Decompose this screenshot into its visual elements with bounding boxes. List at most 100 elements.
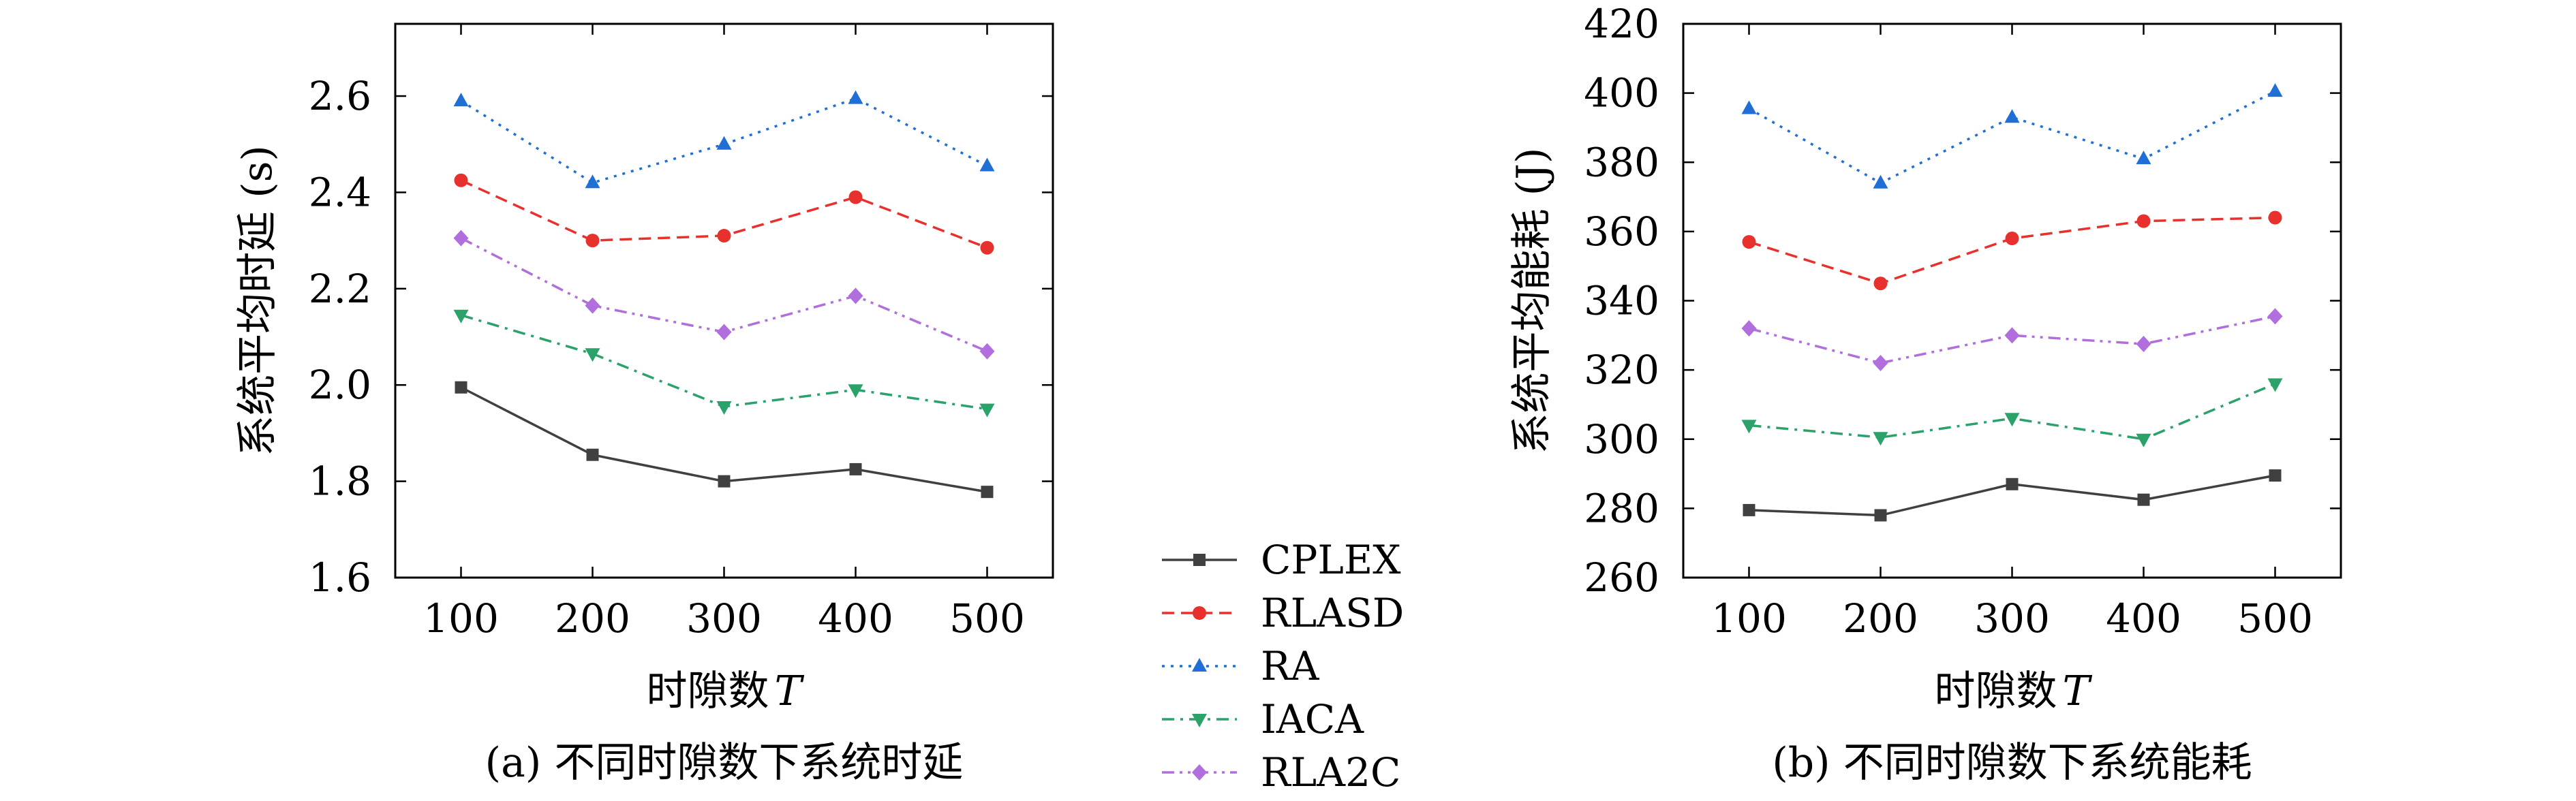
- y-tick-label: 260: [1584, 554, 1659, 601]
- data-point-ra: [2136, 151, 2151, 165]
- series-cplex: [455, 381, 994, 499]
- data-point-rlasd: [585, 234, 600, 248]
- data-point-cplex: [1874, 509, 1887, 522]
- series-iaca: [1741, 378, 2283, 447]
- x-tick-label: 500: [949, 595, 1025, 642]
- data-point-rla2c: [2136, 336, 2151, 353]
- panel-a-delay-chart: 1.6 1.8 2.0 2.2 2.4 2.6 100 200 300 400 500 时隙数 T 系统平…: [234, 22, 1054, 787]
- data-point-rla2c: [585, 297, 600, 314]
- data-point-rlasd: [848, 190, 863, 204]
- x-tick-label: 300: [1974, 595, 2050, 642]
- x-tick-label: 200: [1843, 595, 1918, 642]
- data-point-rla2c: [848, 287, 863, 304]
- y-tick-label: 2.4: [309, 169, 371, 215]
- series-cplex: [1743, 469, 2282, 522]
- legend-marker: [1192, 658, 1207, 672]
- data-point-cplex: [2269, 469, 2282, 482]
- x-tick-label: 100: [423, 595, 499, 642]
- data-point-rlasd: [980, 240, 994, 255]
- legend-label: IACA: [1261, 696, 1364, 742]
- data-point-cplex: [849, 462, 862, 475]
- data-point-iaca: [453, 309, 469, 324]
- data-point-rlasd: [1742, 235, 1756, 249]
- data-point-rlasd: [2136, 214, 2151, 228]
- y-tick-label: 280: [1584, 485, 1659, 531]
- data-point-ra: [2004, 109, 2020, 123]
- series-line-ra: [460, 97, 988, 185]
- data-point-cplex: [1743, 503, 1755, 516]
- y-axis-title: 系统平均时延 (s): [234, 145, 281, 456]
- plot-frame: [394, 22, 1054, 579]
- data-point-iaca: [2136, 433, 2151, 447]
- x-tick-label: 300: [686, 595, 762, 642]
- data-point-ra: [585, 174, 600, 189]
- data-point-rla2c: [716, 324, 732, 341]
- data-point-rla2c: [2004, 327, 2020, 344]
- legend-marker: [1192, 714, 1207, 727]
- series-rla2c: [453, 230, 995, 360]
- y-axis-title: 系统平均能耗 (J): [1508, 148, 1556, 454]
- x-axis-title: 时隙数 T: [1934, 668, 2092, 715]
- y-tick-label: 380: [1584, 139, 1659, 185]
- data-point-rla2c: [453, 230, 469, 247]
- series-line-rla2c: [1749, 315, 2275, 364]
- plot-frame: [1682, 22, 2342, 579]
- series-ra: [1741, 83, 2283, 189]
- legend-marker: [1193, 606, 1206, 620]
- data-point-cplex: [586, 448, 599, 461]
- data-point-cplex: [2137, 493, 2150, 506]
- y-tick-label: 2.0: [309, 362, 371, 408]
- data-point-cplex: [2006, 477, 2019, 490]
- data-point-ra: [2267, 83, 2283, 97]
- legend-item-iaca: IACA: [1162, 696, 1364, 742]
- data-point-iaca: [2267, 378, 2283, 392]
- x-tick-label: 400: [2106, 595, 2181, 642]
- panel-caption: (b) 不同时隙数下系统能耗: [1772, 739, 2252, 787]
- y-tick-label: 420: [1584, 1, 1659, 47]
- data-point-iaca: [2004, 413, 2020, 427]
- panel-caption: (a) 不同时隙数下系统时延: [485, 739, 964, 787]
- y-tick-label: 2.2: [309, 266, 371, 312]
- legend: CPLEX RLASD RA IACA RLA2C: [1162, 537, 1404, 796]
- series-ra: [453, 90, 995, 189]
- legend-item-rlasd: RLASD: [1162, 590, 1404, 636]
- data-point-iaca: [1873, 432, 1888, 446]
- data-point-rla2c: [979, 343, 995, 360]
- data-point-ra: [979, 157, 995, 172]
- legend-marker: [1193, 554, 1206, 566]
- data-point-ra: [1741, 100, 1757, 114]
- data-point-rla2c: [2267, 308, 2283, 325]
- series-line-rlasd: [1748, 216, 2275, 285]
- series-line-ra: [1748, 90, 2276, 185]
- legend-marker: [1192, 764, 1207, 781]
- y-tick-label: 340: [1584, 278, 1659, 324]
- data-point-rlasd: [717, 229, 731, 243]
- x-tick-label: 100: [1711, 595, 1787, 642]
- legend-item-rla2c: RLA2C: [1162, 749, 1400, 796]
- data-point-ra: [1873, 174, 1888, 189]
- x-tick-label: 400: [818, 595, 893, 642]
- series-rla2c: [1741, 308, 2283, 371]
- legend-label: CPLEX: [1261, 537, 1401, 583]
- y-tick-label: 320: [1584, 347, 1659, 393]
- series-line-iaca: [1749, 382, 2276, 441]
- y-tick-label: 2.6: [309, 73, 371, 119]
- data-point-rlasd: [1873, 277, 1888, 291]
- y-tick-label: 400: [1584, 70, 1659, 116]
- legend-item-cplex: CPLEX: [1162, 537, 1401, 583]
- data-point-rlasd: [2268, 210, 2282, 225]
- x-axis-title: 时隙数 T: [646, 668, 804, 715]
- data-point-cplex: [981, 486, 994, 499]
- data-point-ra: [453, 93, 469, 107]
- series-iaca: [453, 309, 995, 418]
- y-tick-label: 360: [1584, 208, 1659, 255]
- data-point-cplex: [718, 475, 731, 488]
- x-tick-label: 200: [555, 595, 630, 642]
- data-point-iaca: [848, 384, 863, 398]
- series-rlasd: [1742, 210, 2282, 291]
- legend-label: RLA2C: [1261, 749, 1400, 796]
- data-point-rla2c: [1741, 320, 1757, 337]
- x-tick-label: 500: [2237, 595, 2313, 642]
- data-point-rlasd: [2005, 232, 2019, 246]
